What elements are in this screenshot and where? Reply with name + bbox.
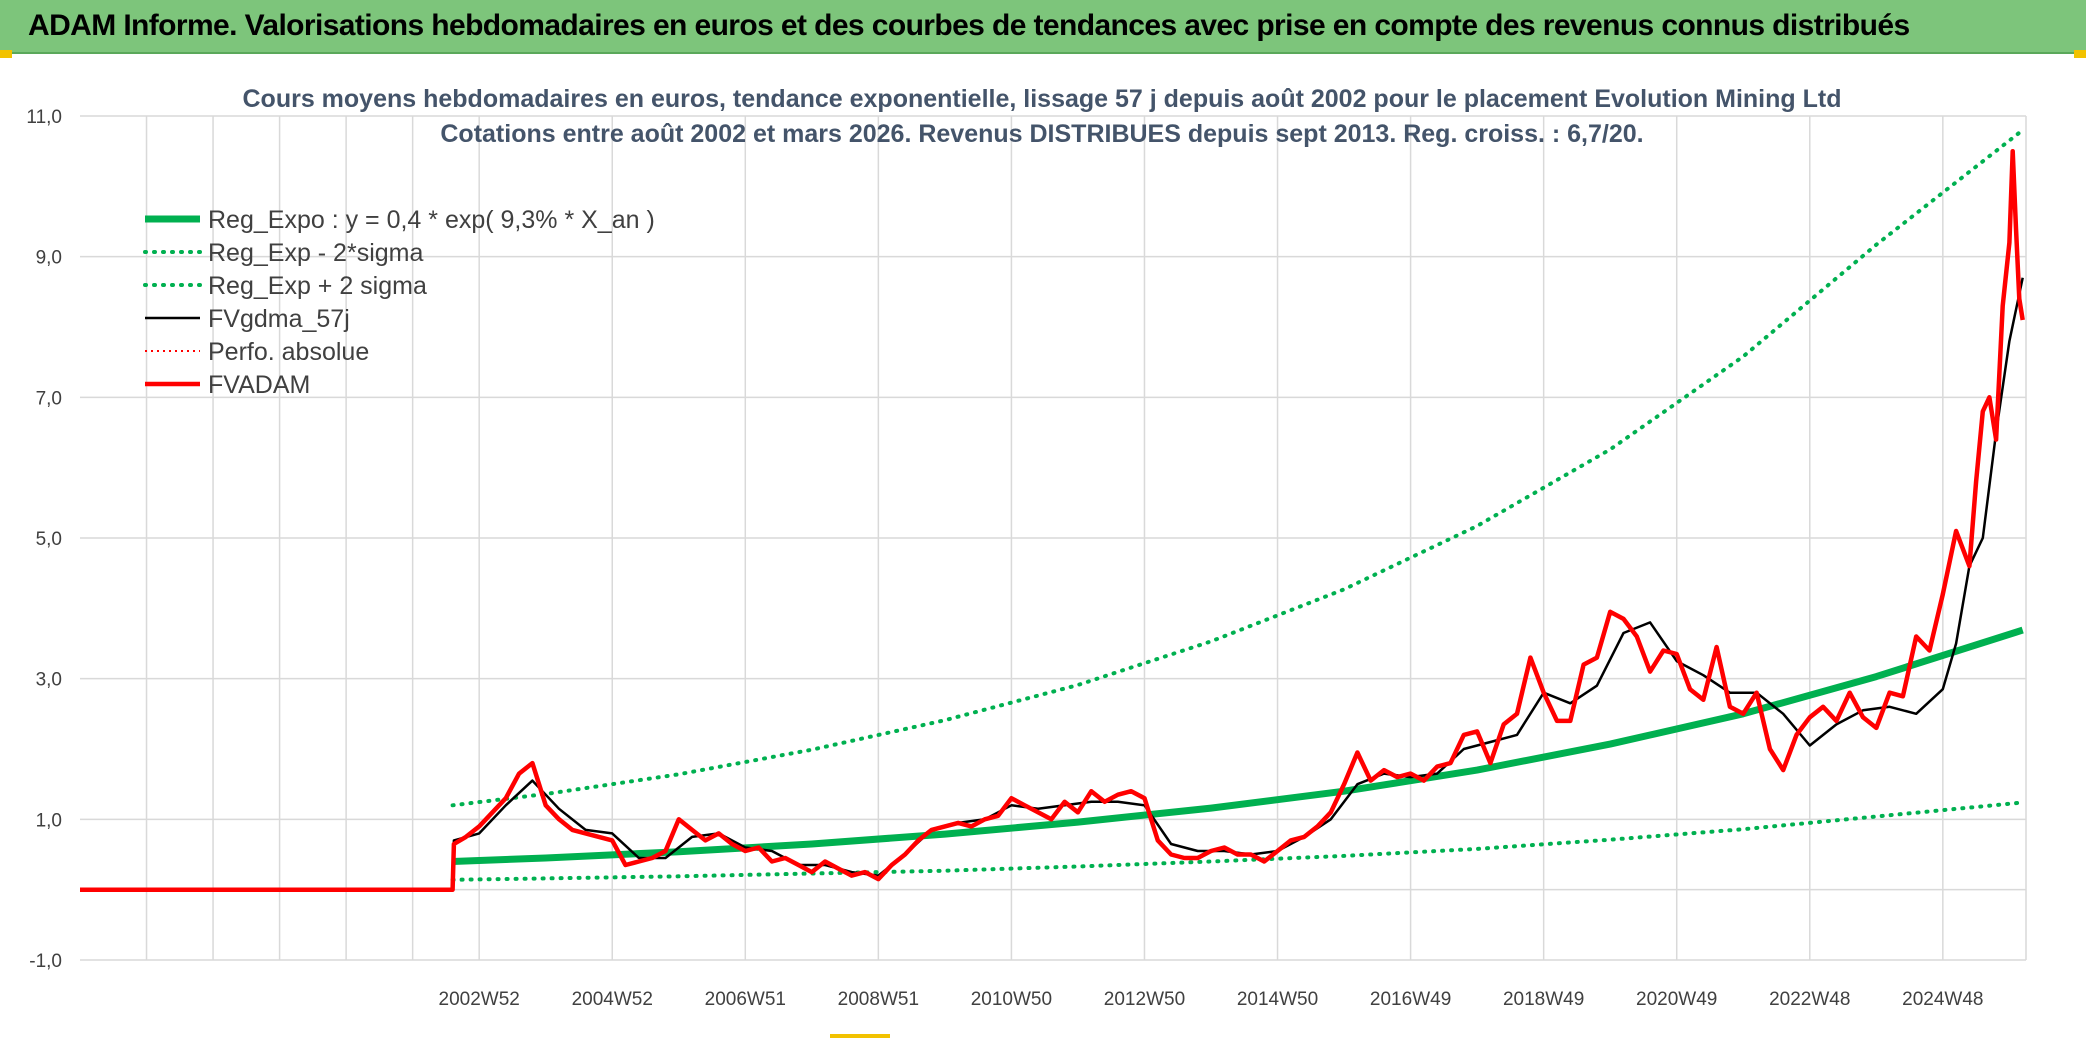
x-tick-label: 2022W48 <box>1769 989 1850 1010</box>
y-tick-label: 11,0 <box>26 107 62 128</box>
series-line-5 <box>80 148 2025 892</box>
y-tick-label: -1,0 <box>29 951 62 972</box>
x-tick-label: 2008W51 <box>838 989 919 1010</box>
x-tick-label: 2012W50 <box>1104 989 1185 1010</box>
y-axis-ticks: -1,0 1,0 3,0 5,0 7,0 9,0 11,0 <box>26 107 62 972</box>
legend-label: Perfo. absolue <box>208 338 369 366</box>
line-chart: -1,01,03,05,07,09,011,0 2002W52 2004W52 20… <box>26 85 2027 1010</box>
x-tick-label: 2010W50 <box>971 989 1052 1010</box>
y-tick-label: 3,0 <box>36 670 62 691</box>
x-tick-label: 2016W49 <box>1370 989 1451 1010</box>
y-tick-label: 7,0 <box>36 388 62 409</box>
series-line-1 <box>450 800 2025 882</box>
x-tick-label: 2014W50 <box>1237 989 1318 1010</box>
legend-label: Reg_Expo : y = 0,4 * exp( 9,3% * X_an ) <box>208 206 655 234</box>
y-tick-label: 9,0 <box>36 248 62 269</box>
chart-subtitle: Cotations entre août 2002 et mars 2026. … <box>440 120 1643 148</box>
x-tick-label: 2020W49 <box>1636 989 1717 1010</box>
legend-label: FVgdma_57j <box>208 305 350 333</box>
report-banner: ADAM Informe. Valorisations hebdomadaire… <box>0 0 2086 54</box>
chart-title: Cours moyens hebdomadaires en euros, ten… <box>243 85 1842 113</box>
chart-legend: Reg_Expo : y = 0,4 * exp( 9,3% * X_an ) R… <box>143 206 655 399</box>
legend-label: Reg_Exp - 2*sigma <box>208 239 423 267</box>
report-title: ADAM Informe. Valorisations hebdomadaire… <box>28 9 1910 42</box>
legend-label: FVADAM <box>208 371 310 399</box>
x-tick-label: 2024W48 <box>1902 989 1983 1010</box>
series-line-3 <box>80 277 2024 891</box>
x-tick-label: 2002W52 <box>439 989 520 1010</box>
x-tick-label: 2006W51 <box>705 989 786 1010</box>
y-tick-label: 5,0 <box>36 529 62 550</box>
x-axis-ticks: 2002W52 2004W52 2006W51 2008W51 2010W50 2012W… <box>439 989 1984 1010</box>
grid-layer <box>80 115 2027 961</box>
x-tick-label: 2004W52 <box>572 989 653 1010</box>
legend-label: Reg_Exp + 2 sigma <box>208 272 427 300</box>
corner-accent-left <box>0 50 12 58</box>
bottom-accent <box>830 1034 890 1038</box>
x-tick-label: 2018W49 <box>1503 989 1584 1010</box>
series-layer <box>80 128 2025 892</box>
y-tick-label: 1,0 <box>36 810 62 831</box>
corner-accent-right <box>2074 50 2086 58</box>
